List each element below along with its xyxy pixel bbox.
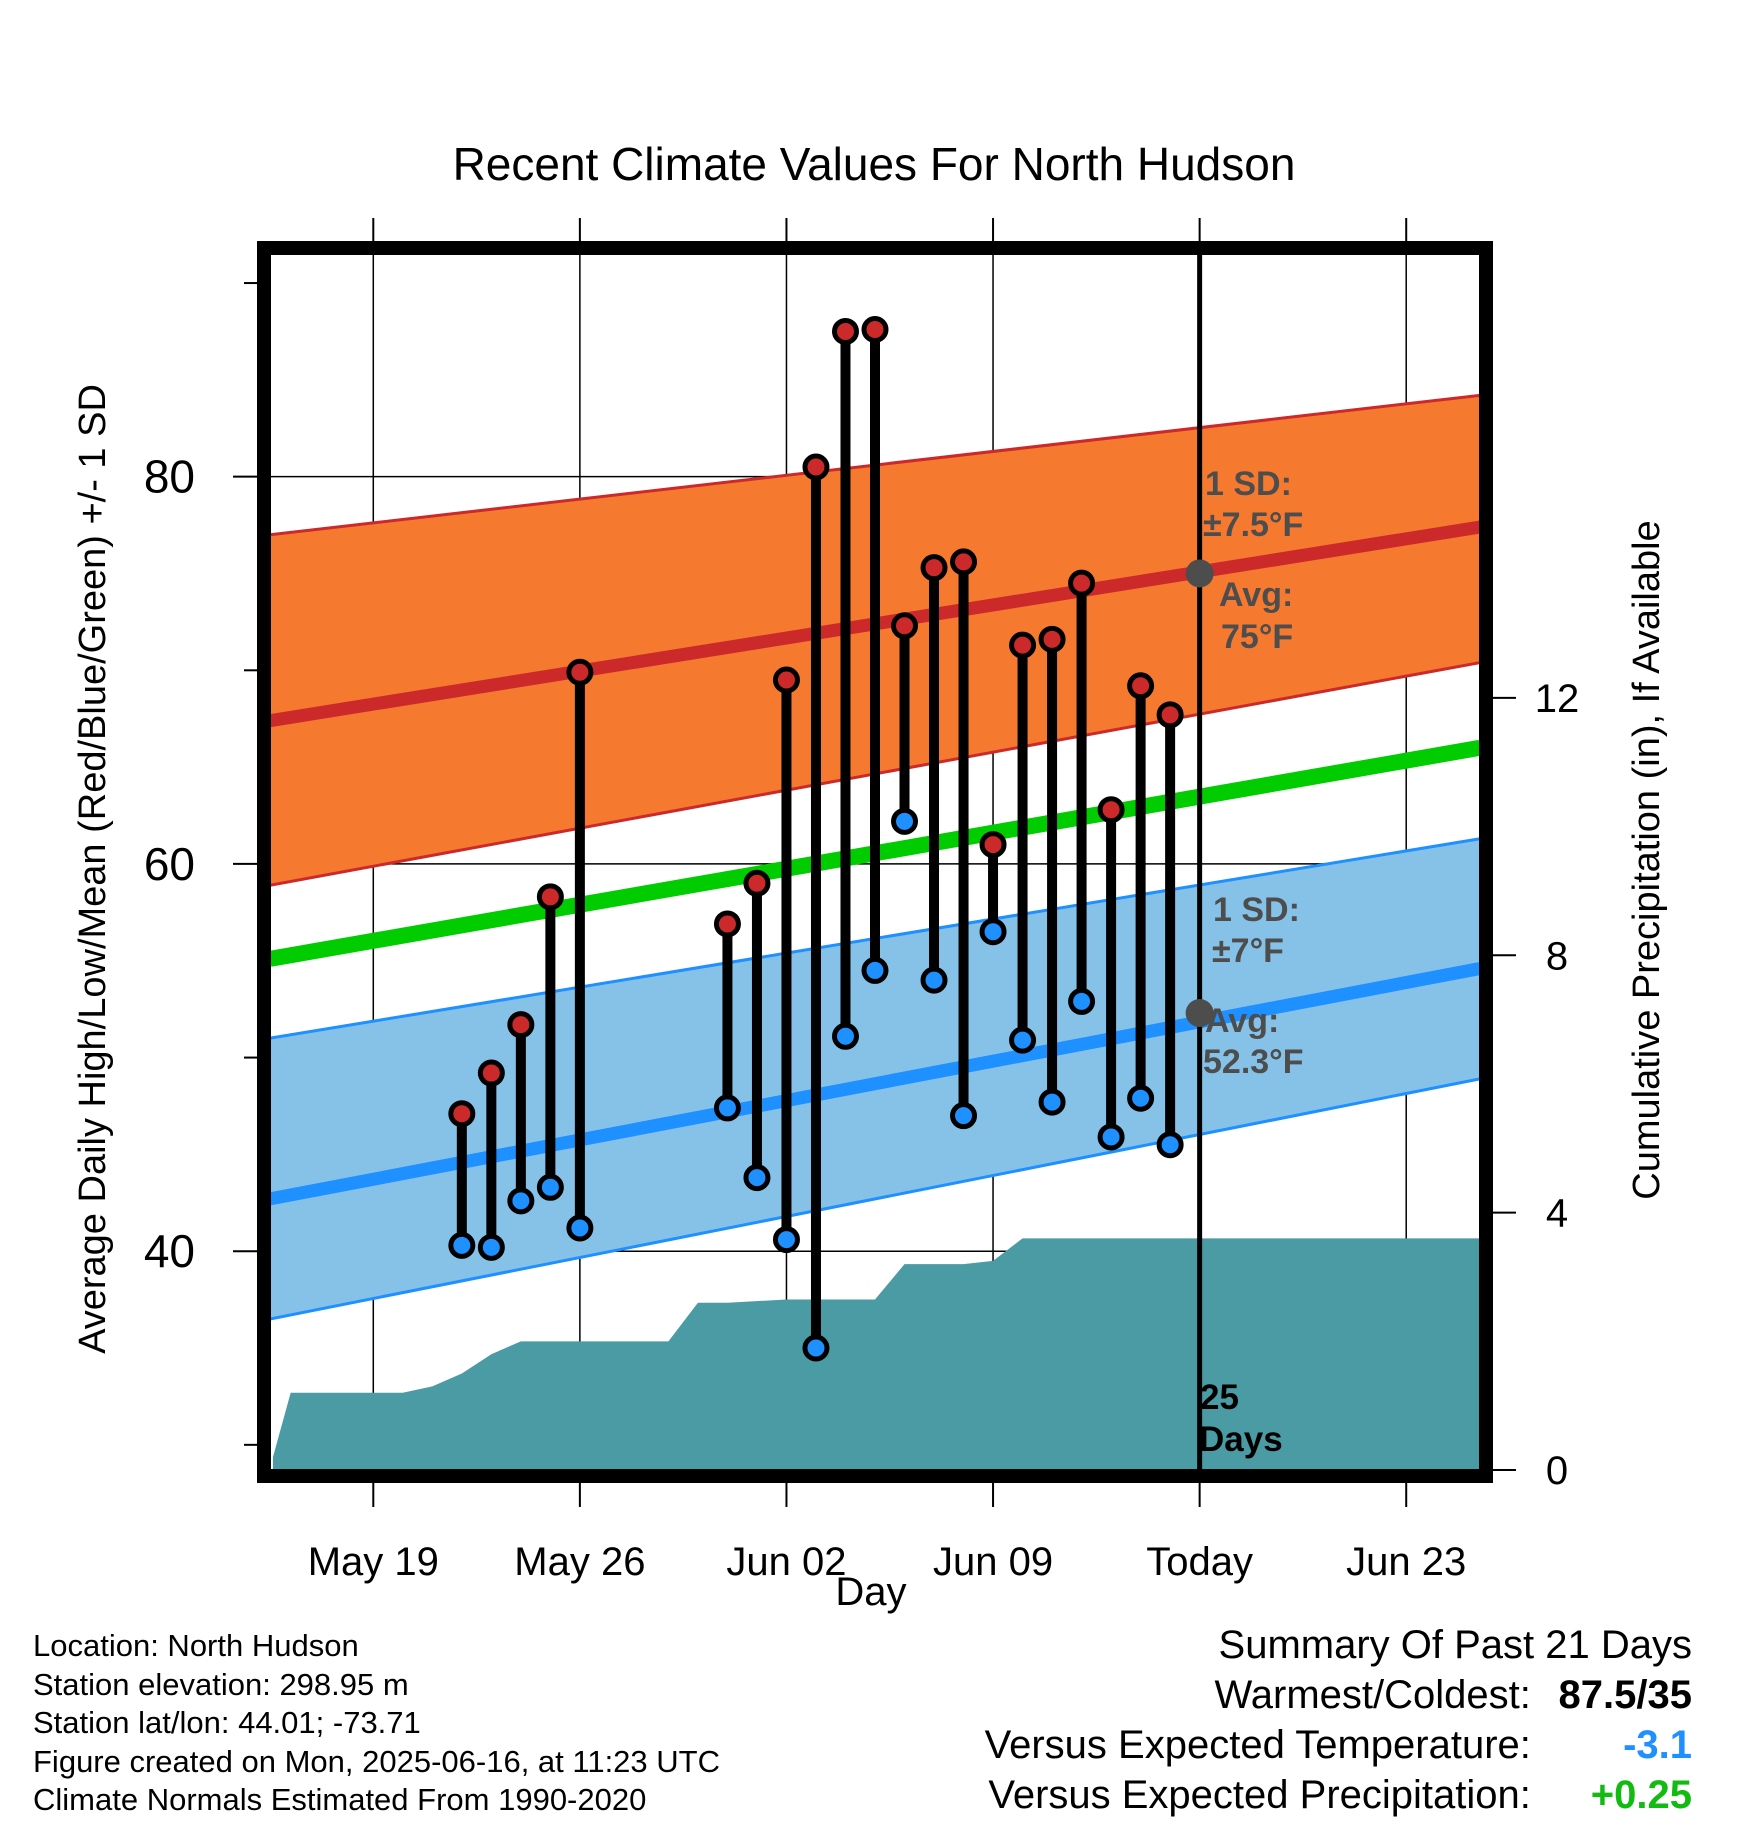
created-text: Figure created on Mon, 2025-06-16, at 11…: [33, 1743, 720, 1779]
daily-high-point: [802, 453, 830, 481]
location-text: Location: North Hudson: [33, 1628, 359, 1663]
precip-deviation-value: +0.25: [1590, 1773, 1692, 1817]
low-sd-value: ±7°F: [1212, 932, 1284, 970]
daily-high-point: [1068, 569, 1096, 597]
days-label: Days: [1199, 1420, 1283, 1459]
chart-title: Recent Climate Values For North Hudson: [453, 138, 1296, 190]
high-sd-value: ±7.5°F: [1203, 506, 1303, 544]
daily-low-point: [1038, 1088, 1066, 1116]
plot-frame: [257, 241, 1493, 1483]
daily-low-point: [1009, 1026, 1037, 1054]
summary-precip-row: Versus Expected Precipitation: +0.25: [985, 1770, 1692, 1820]
daily-high-point: [507, 1011, 535, 1039]
y-left-tick-label: 60: [144, 838, 195, 890]
precipitation-area: [272, 1238, 1480, 1470]
summary-warm-cold-row: Warmest/Coldest: 87.5/35: [985, 1670, 1693, 1720]
daily-low-point: [713, 1094, 741, 1122]
daily-low-point: [743, 1164, 771, 1192]
daily-low-point: [507, 1187, 535, 1215]
daily-high-point: [448, 1100, 476, 1128]
daily-low-point: [1156, 1131, 1184, 1159]
daily-low-point: [831, 1022, 859, 1050]
daily-high-point: [1097, 796, 1125, 824]
daily-high-point: [772, 666, 800, 694]
low-sd-lower-line: [270, 1077, 1480, 1321]
days-count: 25: [1200, 1378, 1239, 1417]
daily-low-point: [979, 918, 1007, 946]
plot-area: [270, 254, 1480, 1470]
annotations: 1 SD: ±7.5°F Avg: 75°F 1 SD: ±7°F Avg: 5…: [1199, 465, 1304, 1459]
daily-high-point: [1156, 701, 1184, 729]
daily-low-point: [950, 1102, 978, 1130]
x-tick-label: Today: [1146, 1540, 1253, 1584]
station-info: Location: North Hudson Station elevation…: [33, 1627, 720, 1820]
daily-low-point: [1097, 1123, 1125, 1151]
daily-low-point: [891, 807, 919, 835]
high-avg-label: Avg:: [1219, 576, 1293, 614]
x-tick-label: Jun 09: [933, 1540, 1053, 1584]
y-right-tick-label: 4: [1546, 1192, 1568, 1236]
temp-deviation-label: Versus Expected Temperature:: [984, 1723, 1531, 1767]
y-left-tick-label: 80: [144, 451, 195, 503]
today-low-avg-marker: [1185, 999, 1214, 1028]
x-tick-label: May 19: [308, 1540, 439, 1584]
high-avg-value: 75°F: [1221, 618, 1293, 656]
daily-low-point: [448, 1231, 476, 1259]
elevation-text: Station elevation: 298.95 m: [33, 1666, 409, 1702]
today-high-avg-marker: [1185, 559, 1214, 588]
normals-text: Climate Normals Estimated From 1990-2020: [33, 1782, 647, 1817]
daily-high-point: [861, 316, 889, 344]
x-tick-label: Jun 02: [726, 1540, 846, 1584]
y-axis-left-label: Average Daily High/Low/Mean (Red/Blue/Gr…: [72, 384, 114, 1354]
summary-panel: Summary Of Past 21 Days Warmest/Coldest:…: [985, 1620, 1692, 1820]
daily-high-point: [979, 831, 1007, 859]
daily-high-point: [743, 869, 771, 897]
daily-high-point: [1038, 625, 1066, 653]
daily-high-point: [566, 658, 594, 686]
y-left-tick-label: 40: [144, 1225, 195, 1277]
daily-high-point: [536, 883, 564, 911]
daily-low-point: [802, 1334, 830, 1362]
y-axis-right-label: Cumulative Precipitation (in), If Availa…: [1626, 520, 1668, 1199]
daily-high-point: [713, 910, 741, 938]
y-right-tick-label: 12: [1535, 677, 1580, 721]
x-tick-label: May 26: [514, 1540, 645, 1584]
summary-temp-row: Versus Expected Temperature: -3.1: [985, 1720, 1692, 1770]
axes: May 19 May 26 Jun 02 Jun 09 Today Jun 2340608…: [144, 218, 1579, 1584]
temp-deviation-value: -3.1: [1623, 1723, 1692, 1767]
low-sd-label: 1 SD:: [1213, 891, 1300, 929]
daily-low-point: [861, 956, 889, 984]
high-sd-label: 1 SD:: [1205, 465, 1292, 503]
warm-cold-label: Warmest/Coldest:: [1214, 1673, 1531, 1717]
daily-high-point: [1127, 672, 1155, 700]
summary-heading: Summary Of Past 21 Days: [1218, 1623, 1692, 1667]
latlon-text: Station lat/lon: 44.01; -73.71: [33, 1705, 421, 1740]
low-avg-value: 52.3°F: [1203, 1043, 1304, 1081]
x-axis-label: Day: [835, 1570, 906, 1614]
daily-high-point: [1009, 631, 1037, 659]
daily-high-point: [831, 317, 859, 345]
plot-clip-group: [270, 254, 1480, 1470]
daily-low-point: [536, 1173, 564, 1201]
daily-high-point: [477, 1059, 505, 1087]
daily-high-point: [920, 554, 948, 582]
low-avg-label: Avg:: [1205, 1002, 1279, 1040]
y-right-tick-label: 8: [1546, 934, 1568, 978]
x-tick-label: Jun 23: [1346, 1540, 1466, 1584]
normal-low-line: [270, 962, 1480, 1206]
daily-low-point: [920, 966, 948, 994]
daily-low-point: [1127, 1084, 1155, 1112]
daily-high-point: [891, 612, 919, 640]
climate-chart: Recent Climate Values For North Hudson M…: [72, 138, 1668, 1614]
precip-deviation-label: Versus Expected Precipitation:: [988, 1773, 1531, 1817]
daily-low-point: [566, 1214, 594, 1242]
warm-cold-value: 87.5/35: [1558, 1673, 1692, 1717]
daily-low-point: [772, 1226, 800, 1254]
y-right-tick-label: 0: [1546, 1449, 1568, 1493]
daily-low-point: [1068, 987, 1096, 1015]
daily-low-point: [477, 1233, 505, 1261]
daily-high-point: [950, 548, 978, 576]
